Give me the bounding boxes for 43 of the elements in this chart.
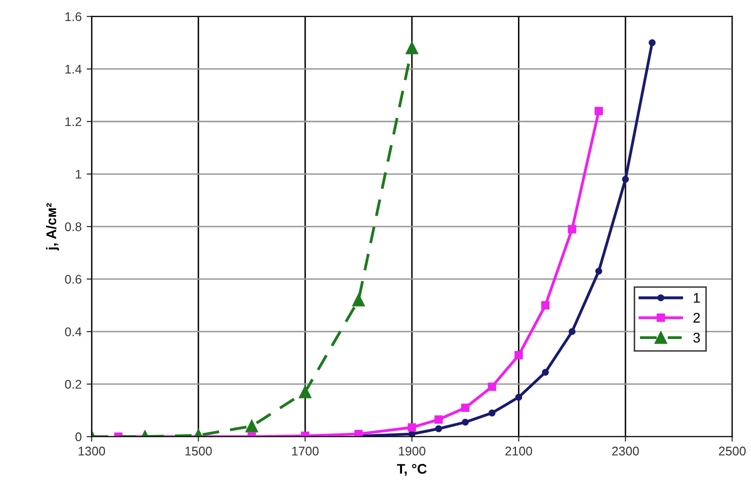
point bbox=[542, 368, 549, 376]
x-tick-label: 1900 bbox=[398, 446, 426, 456]
y-tick-label: 1.4 bbox=[65, 64, 82, 74]
point bbox=[648, 39, 656, 46]
y-tick-label: 0.6 bbox=[65, 274, 82, 284]
y-tick-label: 1.2 bbox=[65, 117, 82, 126]
point bbox=[622, 176, 629, 183]
y-tick-label: 1.6 bbox=[65, 12, 82, 22]
point bbox=[352, 294, 365, 306]
point bbox=[594, 106, 603, 116]
point bbox=[354, 430, 363, 437]
legend-label: 3 bbox=[693, 332, 700, 343]
point bbox=[406, 42, 418, 54]
point bbox=[488, 382, 496, 391]
point bbox=[541, 301, 550, 310]
y-tick-label: 1 bbox=[76, 170, 82, 179]
y-tick-label: 0.2 bbox=[65, 380, 82, 389]
y-axis-title: j, A/см² bbox=[46, 203, 59, 251]
x-tick-label: 2500 bbox=[718, 446, 746, 456]
legend-label: 2 bbox=[693, 312, 700, 323]
point bbox=[461, 404, 470, 412]
y-tick-label: 0.8 bbox=[65, 222, 82, 232]
point bbox=[462, 418, 469, 426]
x-tick-label: 1500 bbox=[185, 446, 212, 456]
point bbox=[298, 386, 312, 398]
point bbox=[435, 425, 442, 432]
x-tick-label: 2100 bbox=[505, 446, 532, 456]
point bbox=[568, 328, 576, 336]
x-tick-label: 2300 bbox=[612, 446, 639, 456]
point bbox=[515, 394, 522, 401]
point bbox=[514, 351, 523, 360]
x-axis-title: T, °C bbox=[396, 464, 427, 476]
point bbox=[488, 410, 496, 416]
legend-label: 1 bbox=[694, 293, 700, 303]
x-tick-label: 1300 bbox=[78, 446, 106, 456]
point bbox=[246, 420, 258, 432]
y-tick-label: 0 bbox=[75, 432, 82, 442]
point bbox=[595, 268, 602, 275]
point bbox=[408, 423, 416, 432]
point bbox=[434, 415, 443, 424]
y-tick-label: 0.4 bbox=[65, 327, 82, 336]
point bbox=[568, 225, 576, 234]
x-tick-label: 1700 bbox=[292, 446, 319, 456]
